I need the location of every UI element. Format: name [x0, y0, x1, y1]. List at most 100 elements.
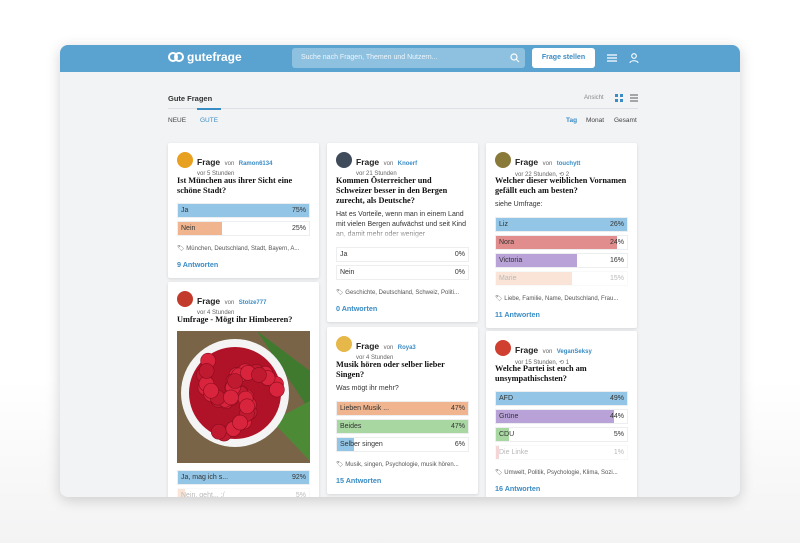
poll-option[interactable]: Die Linke 1% — [495, 445, 628, 460]
logo-icon — [168, 52, 184, 62]
period[interactable]: Monat — [586, 117, 605, 124]
username[interactable]: Stolze777 — [238, 300, 267, 306]
question-title[interactable]: Ist München aus ihrer Sicht eine schöne … — [177, 176, 293, 195]
poll: Ja, mag ich s... 92% Nein, geht... :/ 5% — [177, 470, 310, 497]
poll-option[interactable]: Ja 75% — [177, 203, 310, 218]
poll-bar — [496, 446, 499, 459]
kind: Frage — [197, 157, 221, 167]
meta: Frage von Knoerf vor 21 Stunden — [356, 152, 417, 177]
poll-option[interactable]: Liz 26% — [495, 217, 628, 232]
option-label: Ja — [181, 207, 189, 214]
question-title[interactable]: Umfrage - Mögt ihr Himbeeren? — [177, 315, 293, 324]
tab[interactable]: NEUE — [168, 117, 187, 124]
period[interactable]: Gesamt — [614, 117, 637, 124]
kind: Frage — [356, 341, 380, 351]
poll-option[interactable]: Beides 47% — [336, 419, 469, 434]
list-view-icon[interactable] — [630, 94, 638, 102]
logo[interactable]: gutefrage — [168, 50, 242, 64]
tags: 🏷 Geschichte, Deutschland, Schweiz, Poli… — [336, 290, 460, 296]
time: vor 4 Stunden — [197, 310, 266, 316]
poll-option[interactable]: Ja 0% — [336, 247, 469, 262]
ask-button[interactable]: Frage stellen — [532, 48, 595, 68]
tags-text: Liebe, Familie, Name, Deutschland, Frau.… — [504, 296, 619, 302]
option-percent: 44% — [609, 413, 624, 420]
tags: 🏷 München, Deutschland, Stadt, Bayern, A… — [177, 246, 300, 252]
poll-option[interactable]: Victoria 16% — [495, 253, 628, 268]
answers-link[interactable]: 9 Antworten — [177, 260, 219, 269]
meta: Frage von Roya3 vor 4 Stunden — [356, 336, 416, 361]
question-body: siehe Umfrage: — [495, 201, 543, 208]
poll-option[interactable]: AFD 49% — [495, 391, 628, 406]
poll-option[interactable]: Nein, geht... :/ 5% — [177, 488, 310, 497]
poll-option[interactable]: Nein 25% — [177, 221, 310, 236]
poll-option[interactable]: Nein 0% — [336, 265, 469, 280]
poll: Lieben Musik ... 47% Beides 47% Selber singe… — [336, 401, 469, 452]
by: von — [383, 161, 394, 167]
avatar — [336, 336, 352, 352]
search-box[interactable]: Suche nach Fragen, Themen und Nutzern... — [292, 48, 525, 68]
answers-link[interactable]: 16 Antworten — [495, 484, 541, 493]
time-text: vor 5 Stunden — [197, 171, 235, 177]
username[interactable]: touchytt — [556, 161, 581, 167]
option-label: Nein — [181, 225, 196, 232]
option-percent: 75% — [291, 207, 306, 214]
option-percent: 47% — [450, 405, 465, 412]
poll-option[interactable]: Nora 24% — [495, 235, 628, 250]
username[interactable]: VeganSeksy — [556, 349, 592, 355]
question-title[interactable]: Kommen Österreicher und Schweizer besser… — [336, 176, 448, 205]
time: vor 21 Stunden — [356, 171, 417, 177]
option-label: Ja — [340, 251, 348, 258]
meta: Frage von touchytt vor 22 Stunden, ⟲ 2 — [515, 152, 580, 178]
option-label: Lieben Musik ... — [340, 405, 390, 412]
poll-bar — [178, 204, 309, 217]
card-header: Frage von VeganSeksy vor 15 Stunden, ⟲ 1 — [495, 340, 628, 366]
answers-link[interactable]: 11 Antworten — [495, 310, 540, 319]
grid-view-icon[interactable] — [615, 94, 623, 102]
tab-underline — [197, 108, 221, 110]
username[interactable]: Knoerf — [397, 161, 418, 167]
poll: Liz 26% Nora 24% Victoria 16% Marie 15% — [495, 217, 628, 286]
time-text: vor 4 Stunden — [197, 310, 235, 316]
tags-text: München, Deutschland, Stadt, Bayern, A..… — [186, 246, 300, 252]
period[interactable]: Tag — [566, 117, 578, 124]
poll-bar — [178, 489, 186, 497]
option-label: Nein, geht... :/ — [181, 492, 225, 497]
option-label: Beides — [340, 423, 362, 430]
option-label: CDU — [499, 431, 515, 438]
menu-icon[interactable] — [607, 54, 617, 62]
tags-text: Umwelt, Politik, Psychologie, Klima, Soz… — [504, 470, 618, 476]
option-label: Grüne — [499, 413, 519, 420]
divider — [168, 108, 638, 109]
avatar — [336, 152, 352, 168]
answers-link[interactable]: 15 Antworten — [336, 476, 382, 485]
by: von — [224, 161, 235, 167]
tab[interactable]: GUTE — [200, 117, 219, 124]
poll-option[interactable]: Grüne 44% — [495, 409, 628, 424]
username[interactable]: Ramon6134 — [238, 161, 273, 167]
poll-option[interactable]: Ja, mag ich s... 92% — [177, 470, 310, 485]
logo-text: gutefrage — [187, 50, 242, 64]
option-label: AFD — [499, 395, 513, 402]
kind: Frage — [515, 345, 539, 355]
question-title[interactable]: Musik hören oder selber lieber Singen? — [336, 360, 445, 379]
question-title[interactable]: Welcher dieser weiblichen Vornamen gefäl… — [495, 176, 627, 195]
poll-option[interactable]: Lieben Musik ... 47% — [336, 401, 469, 416]
username[interactable]: Roya3 — [397, 345, 416, 351]
option-label: Marie — [499, 275, 517, 282]
poll-option[interactable]: CDU 5% — [495, 427, 628, 442]
poll-option[interactable]: Selber singen 6% — [336, 437, 469, 452]
question-card: Frage von Knoerf vor 21 Stunden Kommen Öst… — [327, 143, 478, 322]
user-icon[interactable] — [629, 53, 639, 63]
poll-bar — [178, 222, 222, 235]
question-title[interactable]: Welche Partei ist euch am unsympathischs… — [495, 364, 587, 383]
option-percent: 49% — [609, 395, 624, 402]
poll-bar — [337, 420, 468, 433]
poll-option[interactable]: Marie 15% — [495, 271, 628, 286]
poll: Ja 0% Nein 0% — [336, 247, 469, 280]
browser-window: gutefrage Suche nach Fragen, Themen und … — [60, 45, 740, 497]
option-percent: 47% — [450, 423, 465, 430]
card-header: Frage von Stolze777 vor 4 Stunden — [177, 291, 310, 316]
poll-bar — [178, 471, 309, 484]
option-percent: 0% — [454, 251, 465, 258]
answers-link[interactable]: 0 Antworten — [336, 304, 378, 313]
